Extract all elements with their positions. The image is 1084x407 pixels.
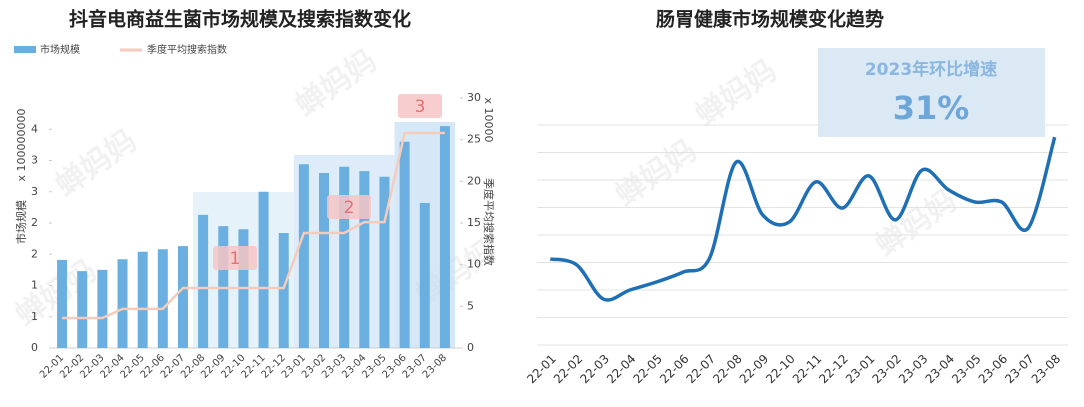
bar bbox=[258, 191, 269, 348]
watermark: 蝉妈妈 bbox=[9, 253, 103, 333]
watermark: 蝉妈妈 bbox=[49, 123, 143, 203]
x-tick-label: 22-05 bbox=[631, 352, 666, 387]
y-tick-label: 3 bbox=[31, 154, 38, 167]
bar bbox=[278, 233, 289, 348]
x-tick-label: 22-09 bbox=[737, 352, 772, 387]
line bbox=[549, 136, 1057, 302]
annotation-box bbox=[327, 195, 371, 219]
watermark: 蝉妈妈 bbox=[289, 43, 383, 123]
chart-title: 抖音电商益生菌市场规模及搜索指数变化 bbox=[69, 8, 411, 31]
x-tick-label: 23-04 bbox=[923, 352, 958, 387]
watermark: 蝉妈妈 bbox=[689, 53, 783, 133]
bar bbox=[319, 173, 330, 348]
annotation-label: 3 bbox=[415, 97, 426, 117]
bar bbox=[157, 249, 168, 348]
annotation-title: 2023年环比增速 bbox=[865, 59, 997, 80]
bar bbox=[198, 214, 209, 348]
legend-swatch bbox=[14, 46, 36, 53]
x-tick-label: 22-10 bbox=[763, 352, 798, 387]
x-tick-label: 23-08 bbox=[1029, 352, 1064, 387]
y-axis-label: 市场规模 bbox=[14, 200, 28, 244]
y2-tick-label: 30 bbox=[467, 91, 481, 104]
x-tick-label: 22-07 bbox=[684, 352, 719, 387]
y2-tick-label: 0 bbox=[467, 341, 474, 354]
annotation-box bbox=[213, 246, 257, 270]
bar bbox=[298, 164, 309, 348]
legend-label: 市场规模 bbox=[40, 43, 80, 56]
bar bbox=[399, 141, 410, 348]
bar bbox=[419, 203, 430, 348]
x-tick-label: 22-12 bbox=[816, 352, 851, 387]
legend-label: 季度平均搜索指数 bbox=[147, 43, 227, 56]
x-tick-label: 23-02 bbox=[869, 352, 904, 387]
y2-axis-label: 季度平均搜索指数 bbox=[482, 178, 496, 266]
x-tick-label: 23-01 bbox=[843, 352, 878, 387]
x-tick-label: 23-06 bbox=[976, 352, 1011, 387]
y-tick-label: 4 bbox=[31, 122, 38, 135]
watermark: 蝉妈妈 bbox=[869, 183, 963, 263]
x-tick-label: 22-08 bbox=[710, 352, 745, 387]
y-tick-label: 0 bbox=[31, 341, 38, 354]
y2-axis-multiplier: x 10000 bbox=[482, 98, 495, 143]
y-tick-label: 2 bbox=[31, 247, 38, 260]
x-tick-label: 23-07 bbox=[1002, 352, 1037, 387]
x-tick-label: 22-11 bbox=[790, 352, 825, 387]
bar bbox=[439, 126, 450, 348]
x-tick-label: 22-06 bbox=[657, 352, 692, 387]
y-tick-label: 1 bbox=[31, 279, 38, 292]
y2-tick-label: 20 bbox=[467, 174, 481, 187]
y2-tick-label: 15 bbox=[467, 216, 481, 229]
y-axis-multiplier: x 100000000 bbox=[15, 109, 28, 182]
bar bbox=[137, 251, 148, 348]
bar bbox=[177, 246, 188, 348]
line bbox=[62, 131, 445, 320]
annotation-value: 31% bbox=[893, 89, 970, 127]
annotation-label: 1 bbox=[230, 249, 241, 269]
watermark: 蝉妈妈 bbox=[609, 133, 703, 213]
x-tick-label: 23-05 bbox=[949, 352, 984, 387]
x-tick-label: 22-04 bbox=[604, 352, 639, 387]
y2-tick-label: 25 bbox=[467, 133, 481, 146]
x-tick-label: 23-03 bbox=[896, 352, 931, 387]
y-tick-label: 3 bbox=[31, 185, 38, 198]
x-tick-label: 22-01 bbox=[524, 352, 559, 387]
y2-tick-label: 5 bbox=[467, 299, 474, 312]
bar bbox=[379, 176, 390, 348]
x-tick-label: 22-02 bbox=[551, 352, 586, 387]
y-tick-label: 2 bbox=[31, 216, 38, 229]
bar bbox=[97, 269, 108, 348]
y2-tick-label: 10 bbox=[467, 258, 481, 271]
annotation-box bbox=[398, 94, 442, 118]
bar bbox=[117, 259, 128, 348]
annotation-label: 2 bbox=[344, 198, 355, 218]
chart-title: 肠胃健康市场规模变化趋势 bbox=[656, 8, 884, 31]
bar bbox=[359, 171, 370, 348]
y-tick-label: 1 bbox=[31, 310, 38, 323]
bar bbox=[57, 259, 68, 348]
bar bbox=[77, 271, 88, 348]
bar bbox=[339, 166, 350, 348]
annotation-box bbox=[818, 48, 1045, 137]
x-tick-label: 22-03 bbox=[577, 352, 612, 387]
